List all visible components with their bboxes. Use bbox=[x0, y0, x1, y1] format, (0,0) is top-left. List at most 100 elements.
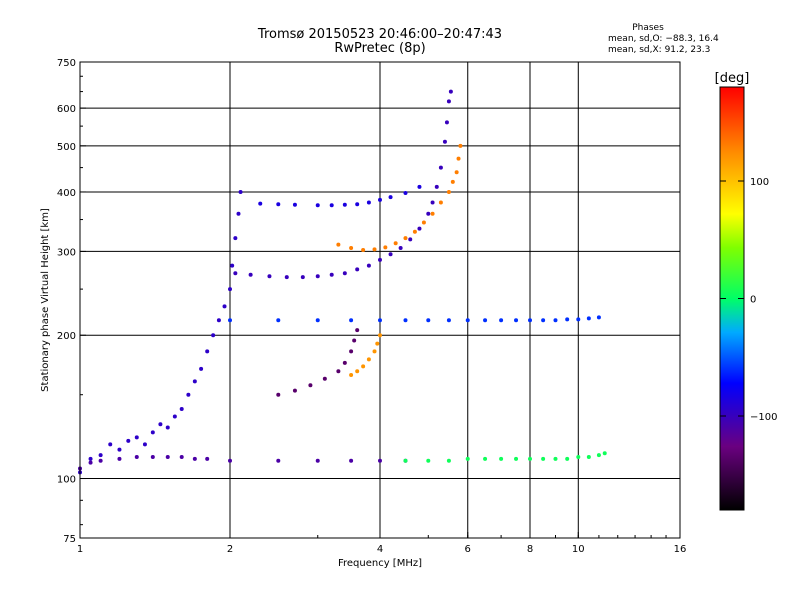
data-point bbox=[586, 316, 591, 321]
x-tick-label: 6 bbox=[465, 544, 471, 555]
data-point bbox=[98, 458, 103, 463]
data-point bbox=[446, 458, 451, 463]
trace-2f2-band bbox=[228, 315, 601, 323]
data-point bbox=[442, 139, 447, 144]
data-point bbox=[528, 456, 532, 461]
data-point bbox=[186, 392, 191, 397]
colorbar-label: [deg] bbox=[715, 71, 750, 86]
data-point bbox=[483, 456, 488, 461]
data-point bbox=[276, 392, 281, 397]
data-point bbox=[158, 422, 163, 427]
data-point bbox=[450, 179, 455, 184]
data-point bbox=[403, 190, 408, 195]
data-point bbox=[238, 189, 243, 194]
colorbar-tick-label: −100 bbox=[750, 412, 777, 423]
data-point bbox=[205, 456, 210, 461]
data-point bbox=[499, 456, 504, 461]
data-point bbox=[172, 414, 177, 419]
data-point bbox=[388, 195, 393, 200]
data-point bbox=[236, 211, 241, 216]
data-point bbox=[383, 245, 388, 250]
data-point bbox=[426, 458, 431, 463]
y-tick-label: 750 bbox=[57, 58, 76, 69]
data-point bbox=[355, 328, 360, 333]
data-point bbox=[448, 89, 453, 94]
data-point bbox=[465, 456, 470, 461]
trace-es-multiple bbox=[403, 451, 607, 463]
data-point bbox=[565, 456, 570, 461]
data-point bbox=[349, 246, 354, 251]
phases-o-stats: mean, sd,O: −88.3, 16.4 bbox=[608, 34, 719, 44]
data-point bbox=[342, 360, 347, 365]
data-point bbox=[336, 242, 341, 247]
data-point bbox=[378, 318, 382, 323]
data-point bbox=[393, 241, 398, 246]
data-point bbox=[352, 338, 357, 343]
x-tick-label: 10 bbox=[572, 544, 585, 555]
x-tick-label: 8 bbox=[527, 544, 533, 555]
data-point bbox=[541, 456, 546, 461]
data-point bbox=[586, 454, 591, 459]
trace-f2-x-mode bbox=[336, 143, 463, 253]
data-point bbox=[88, 456, 93, 461]
trace-e-low-cluster bbox=[78, 189, 243, 475]
data-point bbox=[228, 318, 232, 323]
data-point bbox=[378, 333, 382, 338]
data-point bbox=[192, 379, 197, 384]
data-point bbox=[378, 197, 382, 202]
data-point bbox=[284, 275, 289, 280]
data-point bbox=[117, 456, 122, 461]
phases-header: Phases bbox=[632, 23, 664, 33]
data-point bbox=[412, 229, 417, 234]
x-axis-label: Frequency [MHz] bbox=[338, 558, 422, 569]
data-point bbox=[349, 318, 354, 323]
data-point bbox=[403, 458, 408, 463]
data-point bbox=[541, 318, 546, 323]
data-point bbox=[398, 246, 403, 251]
data-point bbox=[150, 454, 155, 459]
data-point bbox=[108, 442, 113, 447]
y-axis-label: Stationary phase Virtual Height [km] bbox=[40, 208, 51, 392]
data-point bbox=[230, 263, 235, 268]
data-point bbox=[355, 267, 360, 272]
data-point bbox=[216, 318, 221, 323]
trace-upper-band bbox=[258, 184, 422, 208]
data-point bbox=[342, 271, 347, 276]
data-point bbox=[454, 170, 459, 175]
data-point bbox=[258, 201, 263, 206]
data-point bbox=[403, 236, 408, 241]
data-point bbox=[276, 458, 281, 463]
data-point bbox=[596, 315, 601, 320]
data-point bbox=[421, 220, 426, 225]
data-point bbox=[300, 275, 305, 280]
data-point bbox=[378, 458, 382, 463]
trace-f2-o-mode bbox=[233, 89, 453, 280]
data-point bbox=[446, 318, 451, 323]
data-point bbox=[315, 274, 320, 279]
data-point bbox=[388, 252, 393, 257]
data-point bbox=[150, 430, 155, 435]
data-point bbox=[248, 272, 253, 277]
phases-x-stats: mean, sd,X: 91.2, 23.3 bbox=[608, 45, 710, 55]
data-point bbox=[315, 458, 320, 463]
data-point bbox=[349, 458, 354, 463]
data-point bbox=[322, 376, 327, 381]
data-point bbox=[233, 271, 238, 276]
data-point bbox=[361, 248, 366, 253]
data-point bbox=[372, 349, 377, 354]
data-point bbox=[366, 200, 371, 205]
data-point bbox=[228, 458, 232, 463]
data-point bbox=[134, 435, 139, 440]
data-point bbox=[308, 383, 313, 388]
colorbar-tick-label: 0 bbox=[750, 295, 756, 306]
data-point bbox=[446, 99, 451, 104]
data-points bbox=[78, 89, 607, 475]
data-point bbox=[514, 318, 519, 323]
data-point bbox=[88, 460, 93, 465]
data-point bbox=[292, 202, 297, 207]
data-point bbox=[438, 165, 443, 170]
data-point bbox=[576, 454, 581, 459]
data-point bbox=[126, 438, 131, 443]
trace-mid-x-echo bbox=[349, 333, 382, 378]
